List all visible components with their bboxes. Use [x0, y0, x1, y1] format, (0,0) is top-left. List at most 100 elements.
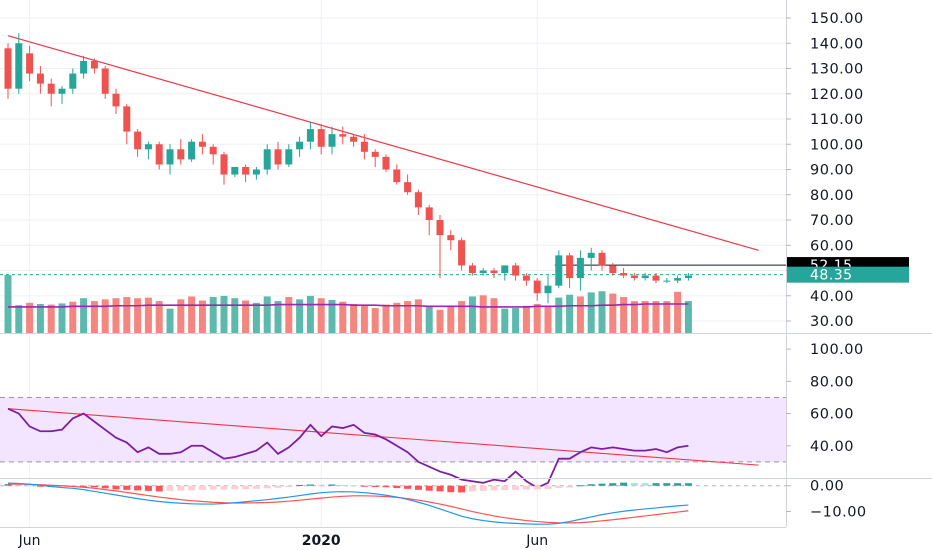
volume-bar: [652, 301, 660, 333]
candle-body: [620, 273, 628, 276]
volume-bar: [231, 298, 239, 333]
volume-bar: [263, 296, 271, 333]
rsi-line: [7, 407, 689, 489]
macd-tick-label: −10.00: [810, 505, 867, 521]
volume-bar: [404, 301, 412, 333]
price-pane[interactable]: [0, 33, 786, 333]
macd-histogram-bar: [274, 485, 282, 488]
macd-histogram-bar: [522, 485, 530, 490]
candle-body: [101, 68, 109, 94]
time-axis-ticks[interactable]: Jun 2020 Jun: [18, 533, 548, 549]
macd-histogram-bar: [231, 485, 239, 490]
candle-body: [58, 88, 66, 94]
volume-bar: [306, 295, 314, 333]
volume-bar: [512, 308, 520, 333]
macd-histogram-bar: [576, 485, 584, 487]
volume-bar: [458, 301, 466, 333]
candle-body: [80, 60, 88, 74]
candle-body: [630, 275, 638, 279]
macd-histogram-bar: [404, 485, 412, 489]
volume-bar: [112, 298, 120, 333]
macd-pane[interactable]: [0, 482, 786, 525]
volume-bar: [490, 298, 498, 333]
volume-bar: [123, 297, 131, 333]
volume-bar: [198, 300, 206, 333]
candlesticks: [4, 33, 692, 304]
price-axis-ticks[interactable]: 150.00 140.00 130.00 120.00 110.00 100.00 90.0…: [786, 11, 864, 330]
rsi-tick-label: 60.00: [810, 407, 854, 423]
macd-histogram-bar: [26, 485, 34, 487]
volume-bar: [296, 299, 304, 333]
price-tick-label: 120.00: [810, 87, 864, 103]
candle-body: [663, 280, 671, 282]
candle-body: [252, 169, 260, 175]
volume-bar: [630, 301, 638, 333]
candle-body: [242, 166, 250, 175]
candle-body: [436, 220, 444, 236]
macd-histogram-bar: [188, 485, 196, 491]
macd-histogram-bar: [447, 485, 455, 493]
macd-tick-label: 0.00: [810, 479, 844, 495]
price-tick-label: 130.00: [810, 62, 864, 78]
macd-histogram-bar: [296, 484, 304, 486]
volume-bar: [468, 296, 476, 333]
macd-histogram-bar: [80, 485, 88, 487]
macd-histogram-bar: [123, 485, 131, 490]
volume-bar: [26, 302, 34, 333]
candle-body: [404, 182, 412, 193]
macd-histogram-bar: [501, 485, 509, 491]
time-tick-label: Jun: [18, 533, 41, 549]
volume-bar: [576, 296, 584, 333]
candle-body: [4, 48, 12, 89]
rsi-axis-ticks[interactable]: 100.00 80.00 60.00 40.00: [786, 342, 864, 455]
macd-histogram-bar: [15, 484, 23, 486]
price-trendline[interactable]: [7, 35, 759, 251]
rsi-trendline[interactable]: [7, 408, 759, 466]
macd-histogram-bar: [533, 485, 541, 490]
candle-body: [382, 156, 390, 170]
macd-histogram-bar: [436, 485, 444, 492]
price-tick-label: 60.00: [810, 238, 854, 254]
volume-bar: [674, 291, 682, 333]
time-tick-label: Jun: [525, 533, 548, 549]
rsi-pane[interactable]: [0, 396, 786, 489]
candle-body: [609, 265, 617, 274]
volume-bar: [58, 303, 66, 333]
candle-body: [155, 144, 163, 165]
volume-bar: [620, 297, 628, 333]
macd-histogram-bar: [609, 483, 617, 486]
volume-bar: [177, 299, 185, 333]
macd-histogram-bar: [328, 484, 336, 486]
volume-bar: [252, 302, 260, 333]
macd-histogram-bar: [285, 485, 293, 488]
volume-bar: [328, 299, 336, 333]
macd-histogram-bar: [490, 485, 498, 491]
price-tick-label: 30.00: [810, 314, 854, 330]
candle-body: [231, 166, 239, 175]
candle-body: [522, 275, 530, 281]
macd-histogram-bar: [684, 483, 692, 486]
macd-histogram-bar: [306, 484, 314, 486]
candle-body: [339, 134, 347, 137]
macd-histogram-bar: [350, 485, 358, 487]
price-tick-label: 110.00: [810, 112, 864, 128]
candle-body: [263, 149, 271, 170]
macd-histogram-bar: [468, 485, 476, 492]
macd-histogram-bar: [641, 483, 649, 486]
volume-bar: [393, 302, 401, 333]
candle-body: [123, 106, 131, 132]
candle-body: [544, 285, 552, 294]
macd-axis-ticks[interactable]: 0.00 −10.00: [786, 479, 867, 521]
volume-bar: [242, 300, 250, 333]
candle-body: [425, 207, 433, 220]
volume-bars: [4, 275, 692, 333]
rsi-band: [0, 397, 786, 462]
candle-body: [371, 151, 379, 157]
volume-bar: [479, 295, 487, 333]
volume-bar: [544, 305, 552, 333]
macd-histogram-bar: [155, 485, 163, 492]
candle-body: [479, 270, 487, 274]
macd-histogram-bar: [555, 485, 563, 489]
macd-histogram-bar: [4, 484, 12, 486]
